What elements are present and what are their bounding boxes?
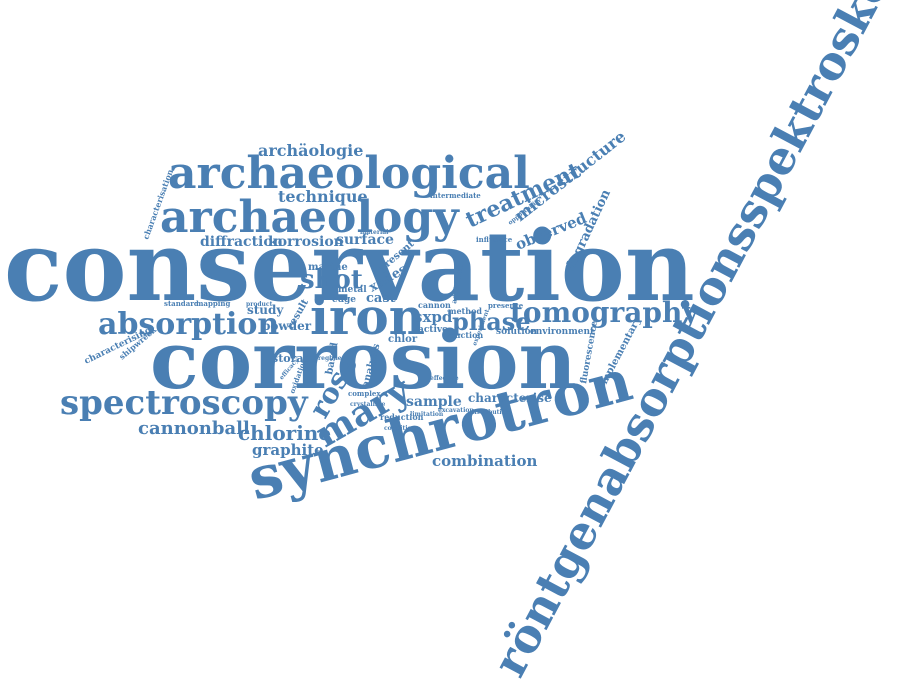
word-characterise: characterise <box>468 391 552 405</box>
word-limitation: limitation <box>410 411 444 418</box>
word-environment: environment <box>530 327 595 337</box>
word-chlor: chlor <box>388 334 418 345</box>
word-mapping: mapping <box>196 299 230 308</box>
word-technique: technique <box>278 187 368 206</box>
word-conservation: conservation <box>4 210 695 323</box>
word-intermediate: intermediate <box>430 191 481 200</box>
word-standard: standard <box>164 299 199 308</box>
word-marine: marine <box>308 262 348 273</box>
word-corrosion: corrosion <box>150 313 577 407</box>
word-reduction: reduction <box>380 412 424 422</box>
word-product: product <box>246 301 273 308</box>
word-combination: combination <box>432 452 537 470</box>
word-metal: metal <box>338 285 367 295</box>
word-storage: storage <box>272 352 318 365</box>
word-material: material <box>360 229 389 236</box>
word-archaeology: archaeology <box>160 192 460 243</box>
word-shot: shot <box>300 265 363 295</box>
word-cannon: cannon <box>418 300 451 310</box>
word-chlorine: chlorine <box>238 421 331 445</box>
word-distribution: distribution <box>470 409 511 416</box>
word-active: active <box>418 325 448 335</box>
word-study: study <box>247 303 284 317</box>
word-reaction: reaction <box>446 330 483 340</box>
word-effective: effective <box>430 375 459 382</box>
word-diffraction: diffraction <box>200 234 283 250</box>
word-crystalline: crystalline <box>350 401 386 408</box>
word-tomography: tomography <box>510 296 699 329</box>
word-absorption: absorption <box>98 307 279 342</box>
word-regime: regime <box>318 355 342 362</box>
word-edge: edge <box>332 295 356 305</box>
word-cast: cast <box>366 291 396 306</box>
word-influence: influence <box>476 235 513 244</box>
word-excavation: excavation <box>438 407 474 414</box>
word-presence: presence <box>488 301 524 310</box>
word-archaologie: archäologie <box>258 141 363 160</box>
word-cannonball: cannonball <box>138 418 250 439</box>
word-archaeological: archaeological <box>168 148 530 199</box>
word-phase: phase <box>452 307 531 336</box>
word-surface: surface <box>336 232 394 248</box>
word-iron: iron <box>310 287 425 346</box>
word-solution: solution <box>496 327 538 337</box>
word-sxpd: sxpd <box>414 308 453 326</box>
word-powder: powder <box>262 319 312 333</box>
word-graphite: graphite <box>252 441 324 459</box>
word-complex: complex <box>348 389 381 398</box>
word-condition: condition <box>384 425 417 432</box>
word-sample: sample <box>406 394 462 410</box>
word-method: method <box>448 306 482 316</box>
word-korrosion: korrosion <box>268 234 344 250</box>
word-spectroscopy: spectroscopy <box>60 383 309 423</box>
